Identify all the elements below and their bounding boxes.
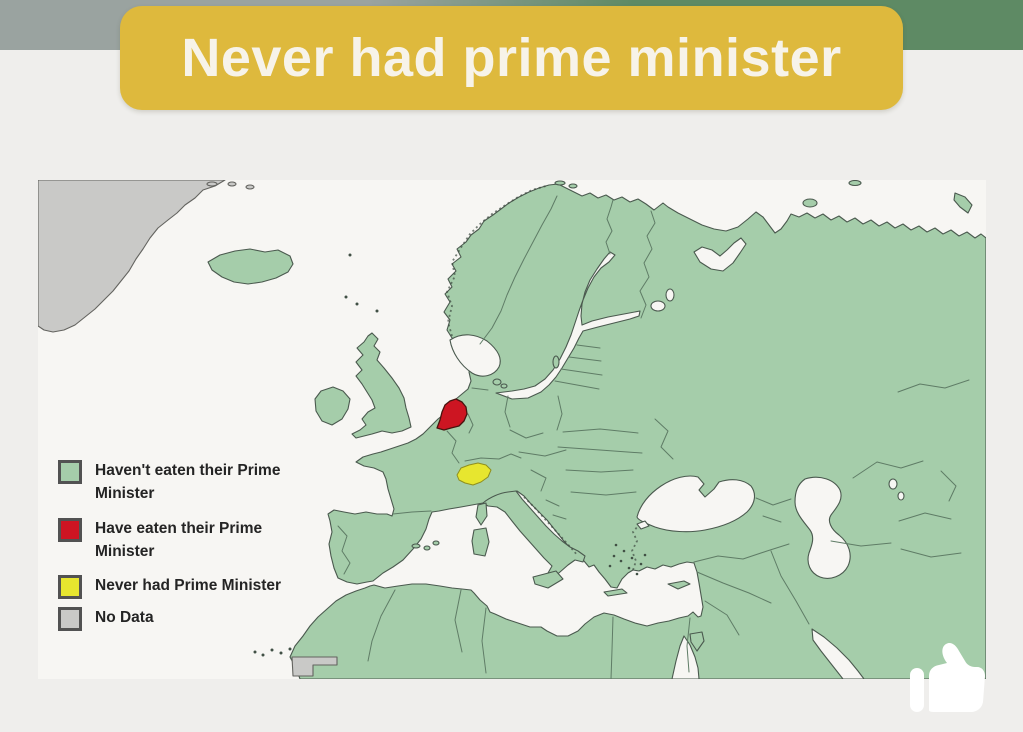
arctic-island [848,180,862,187]
italy-region [482,490,586,579]
seas-group [449,237,905,679]
cyprus-island [667,580,691,590]
white-sea [693,237,747,272]
map-legend: Haven't eaten their Prime Minister Have … [58,459,308,631]
black-sea [636,475,756,533]
thumbs-up-icon[interactable] [903,636,989,722]
island-specks [253,253,647,657]
ireland-region [314,386,351,426]
legend-label-green: Haven't eaten their Prime Minister [95,462,281,503]
legend-item-red: Have eaten their Prime Minister [58,517,308,564]
baltic-sea [495,251,641,400]
switzerland-region [456,462,492,486]
caspian-sea [794,476,851,579]
europe-map [38,180,986,679]
aral-sea-2 [897,491,905,501]
legend-swatch-yellow [58,575,82,599]
sinai-peninsula [689,631,705,652]
legend-swatch-gray [58,607,82,631]
europe-map-svg [38,180,986,679]
aral-sea [888,478,898,490]
greenland-islets [206,181,255,190]
title-banner: Never had prime minister [120,6,903,110]
lake-onega [665,288,675,302]
netherlands-region [436,398,468,431]
balearic-island [432,540,440,546]
country-borders [337,195,970,679]
balearic-island [423,545,431,551]
sicily-island [532,570,564,589]
svalbard-island [554,180,566,186]
danish-island [500,383,508,389]
legend-label-yellow: Never had Prime Minister [95,577,282,594]
sea-of-marmara [636,520,650,530]
great-britain-region [351,332,412,439]
gotland-island [552,355,560,369]
western-sahara-region [291,656,338,677]
fjord-texture [446,185,639,571]
crete-island [603,588,628,597]
lake-ladoga [650,300,666,312]
corsica-island [475,502,488,526]
skagerrak-sea [449,334,501,377]
legend-swatch-red [58,517,82,542]
persian-gulf [811,628,865,679]
red-sea [671,635,700,679]
page-title: Never had prime minister [181,28,842,88]
legend-label-red: Have eaten their Prime Minister [95,519,263,560]
sardinia-island [471,527,490,557]
danish-island [492,378,502,386]
legend-item-yellow: Never had Prime Minister [58,574,308,599]
svalbard-island [568,183,578,189]
balearic-island [411,543,421,549]
legend-item-gray: No Data [58,606,308,631]
legend-swatch-green [58,460,82,484]
arctic-island [802,198,818,208]
greenland-region [38,180,226,333]
legend-label-gray: No Data [95,609,154,626]
legend-item-green: Haven't eaten their Prime Minister [58,459,308,506]
iceland-region [207,248,294,285]
islands-group [207,180,973,597]
novaya-zemlya-island [953,192,973,214]
